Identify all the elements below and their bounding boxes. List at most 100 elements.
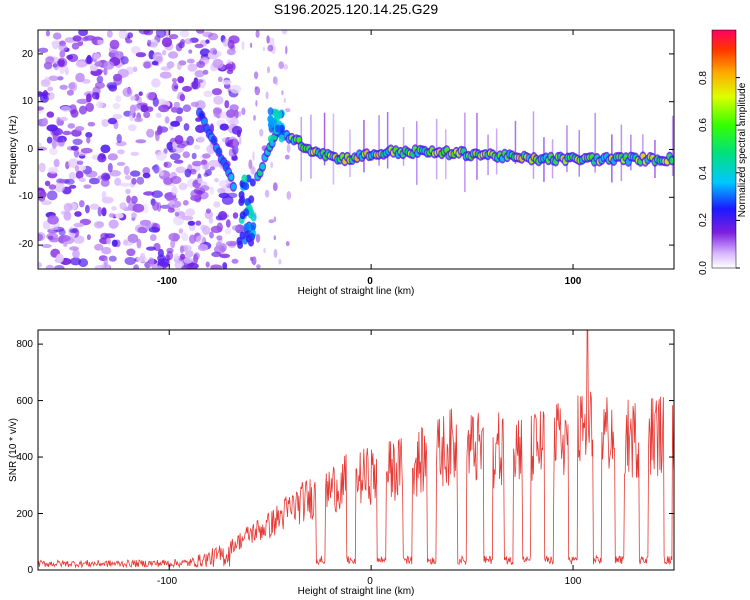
noise-blob (97, 154, 107, 163)
signal-core (250, 222, 257, 231)
noise-blob (119, 182, 131, 187)
spectral-streak (349, 129, 351, 177)
noise-blob (256, 264, 261, 269)
noise-blob (177, 76, 185, 84)
noise-blob (170, 176, 182, 184)
noise-blob (194, 79, 204, 84)
noise-blob (48, 225, 59, 231)
noise-blob (70, 145, 79, 151)
spectral-streak (642, 134, 644, 165)
noise-blob (131, 195, 138, 204)
noise-blob (62, 130, 72, 136)
noise-blob (106, 236, 111, 245)
noise-blob (126, 195, 131, 204)
signal-core (669, 157, 674, 164)
noise-blob (143, 61, 151, 69)
noise-blob (268, 219, 275, 224)
noise-blob (116, 161, 126, 166)
noise-blob (167, 207, 175, 213)
noise-blob (51, 40, 62, 47)
figure-title: S196.2025.120.14.25.G29 (274, 1, 438, 17)
noise-blob (41, 200, 52, 206)
noise-blob (132, 203, 145, 213)
noise-blob (63, 202, 73, 212)
noise-blob (265, 91, 269, 100)
noise-blob (202, 153, 211, 159)
signal-core (201, 118, 207, 125)
noise-blob (213, 95, 224, 105)
noise-blob (54, 182, 65, 193)
noise-blob (100, 144, 111, 154)
noise-blob (209, 231, 214, 239)
noise-blob (285, 45, 288, 55)
signal-core (267, 107, 274, 116)
noise-blob (175, 115, 183, 123)
noise-blob (209, 47, 217, 55)
noise-blob (44, 76, 49, 85)
noise-blob (208, 159, 221, 168)
noise-blob (286, 191, 292, 200)
noise-blob (136, 176, 145, 185)
noise-blob (104, 233, 116, 239)
noise-blob (101, 191, 107, 199)
snr-series-line (38, 330, 674, 569)
colorbar-tick-label: 0.4 (698, 166, 709, 180)
noise-blob (39, 93, 50, 103)
snr-y-tick-label: 0 (27, 565, 33, 576)
noise-blob (197, 177, 203, 184)
noise-blob (205, 261, 210, 268)
noise-blob (285, 241, 290, 247)
noise-blob (190, 101, 199, 108)
noise-blob (185, 250, 194, 258)
signal-core (239, 195, 246, 204)
noise-blob (166, 61, 175, 69)
colorbar-tick-label: 0.0 (698, 261, 709, 275)
spectral-streak (532, 111, 535, 179)
noise-blob (85, 102, 94, 113)
noise-blob (64, 178, 75, 185)
noise-blob (68, 82, 76, 90)
noise-blob (189, 234, 196, 244)
noise-blob (183, 123, 190, 131)
noise-blob (100, 178, 110, 187)
noise-blob (201, 159, 208, 165)
noise-blob (259, 128, 264, 137)
noise-blob (170, 120, 181, 127)
noise-blob (109, 170, 121, 177)
noise-blob (114, 177, 122, 186)
noise-blob (48, 184, 57, 190)
noise-blob (205, 39, 210, 44)
noise-blob (281, 30, 288, 35)
noise-blob (143, 111, 151, 119)
noise-blob (84, 35, 96, 41)
noise-blob (199, 48, 211, 57)
noise-blob (70, 232, 76, 238)
noise-blob (193, 144, 201, 150)
noise-blob (79, 165, 86, 171)
noise-blob (69, 184, 77, 189)
noise-blob (182, 85, 192, 92)
noise-blob (78, 30, 88, 37)
noise-blob (266, 35, 270, 44)
noise-blob (211, 251, 222, 258)
snr-y-axis-label: SNR (10 * v/v) (8, 418, 19, 482)
signal-core (249, 178, 256, 187)
noise-blob (222, 79, 232, 85)
noise-blob (148, 226, 160, 233)
noise-blob (130, 151, 140, 156)
noise-blob (75, 170, 84, 179)
noise-blob (58, 44, 68, 52)
spectral-streak (476, 112, 478, 180)
noise-blob (48, 75, 59, 82)
noise-blob (146, 128, 155, 138)
noise-blob (72, 138, 83, 145)
noise-blob (137, 226, 147, 234)
noise-blob (211, 88, 223, 96)
noise-blob (68, 171, 77, 181)
noise-blob (66, 89, 74, 96)
noise-blob (45, 30, 51, 37)
noise-blob (95, 39, 105, 45)
noise-blob (38, 262, 42, 268)
signal-core (228, 174, 234, 180)
noise-blob (85, 56, 93, 65)
